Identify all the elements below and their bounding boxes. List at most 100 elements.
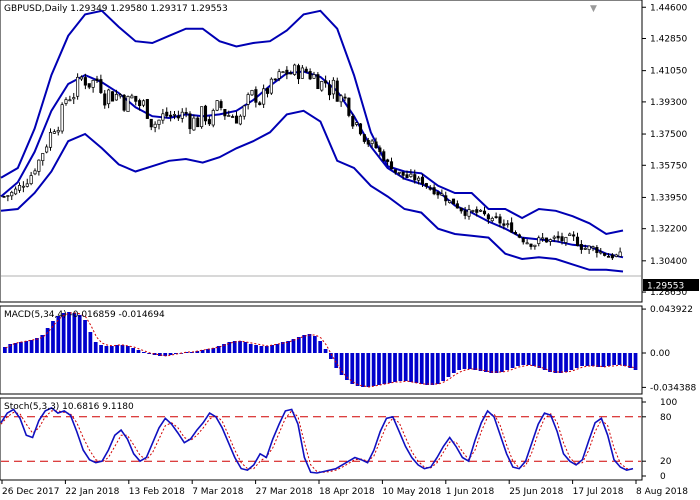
candle-body [552,236,556,239]
candle-body [579,244,583,250]
candle-body [560,236,564,242]
candle-body [45,146,49,153]
candle-body [405,174,409,178]
macd-title: MACD(5,34,4) -0.016859 -0.014694 [4,310,165,320]
macd-histogram-bar [500,353,504,372]
candle-body [83,77,87,86]
macd-histogram-bar [99,345,103,353]
candle-body [126,96,130,112]
candle-body [382,151,386,161]
candle-body [575,236,580,246]
candle-body [141,100,146,106]
macd-histogram-bar [537,353,542,368]
candle-body [289,72,293,75]
macd-y-axis: 0.043922 0.00 -0.034388 [642,305,696,393]
candle-body [591,246,595,249]
candle-body [161,113,165,121]
price-y-axis: 1.44600 1.42850 1.41050 1.39300 1.37500 1.357… [642,3,687,298]
candle-body [79,76,84,80]
x-tick-label: 27 Mar 2018 [256,487,313,497]
macd-histogram-bar [558,353,563,373]
candle-body [17,185,22,191]
candle-body [506,223,510,226]
candle-body [533,244,537,247]
candle-body [490,218,494,222]
candle-body [72,97,76,100]
candle-body [95,78,99,81]
macd-histogram-bar [510,353,515,368]
candle-body [231,116,235,118]
macd-histogram-bar [355,353,360,386]
candle-body [513,232,518,235]
macd-histogram-bar [275,344,280,353]
candle-body [41,153,45,161]
candle-body [200,106,204,128]
stoch-y-axis: 100 80 20 0 [642,398,677,482]
macd-histogram-bar [377,353,381,385]
price-plot [0,9,641,277]
candle-body [110,91,115,102]
macd-histogram-bar [553,353,558,373]
candle-body [428,187,432,190]
stoch-y-tick-label: 20 [660,457,672,467]
macd-histogram-bar [264,346,269,353]
macd-histogram-bar [131,348,136,353]
macd-histogram-bar [489,353,494,373]
macd-histogram-bar [403,353,408,381]
candle-body [417,177,421,181]
candle-body [192,117,196,131]
candle-body [409,173,413,177]
candle-body [548,239,552,242]
candle-body [99,79,103,93]
candle-body [285,69,289,75]
candle-body [157,119,161,125]
candle-body [347,97,351,116]
macd-histogram-bar [580,353,584,366]
macd-panel: MACD(5,34,4) -0.016859 -0.014694 0.04392… [0,305,696,395]
macd-histogram-bar [318,341,323,353]
candle-body [517,234,521,238]
price-y-tick-label: 1.32200 [650,225,687,235]
macd-signal-line [5,312,637,388]
candle-body [207,119,211,125]
macd-histogram-bar [505,353,510,370]
candle-body [203,105,208,122]
macd-histogram-bar [532,353,536,366]
macd-histogram-bar [67,312,71,353]
macd-histogram-bar [157,353,162,356]
macd-histogram-bar [93,342,98,353]
macd-histogram-bar [302,335,307,353]
candle-body [459,207,463,212]
candle-body [494,216,498,218]
macd-histogram-bar [77,315,82,353]
stoch-plot [0,406,641,474]
candle-body [355,122,359,125]
price-y-tick-label: 1.41050 [650,67,687,77]
candle-body [324,80,328,84]
candle-body [281,71,285,74]
macd-y-tick-label: 0.00 [650,349,670,359]
macd-histogram-bar [462,353,467,369]
macd-histogram-bar [451,353,456,373]
macd-histogram-bar [425,353,429,385]
macd-histogram-bar [548,353,552,372]
candle-body [583,248,587,250]
candle-body [188,113,192,130]
candle-body [308,71,312,80]
macd-histogram-bar [216,346,221,353]
candle-body [91,79,95,88]
price-title: GBPUSD,Daily 1.29349 1.29580 1.29317 1.2… [4,4,228,14]
macd-histogram-bar [633,353,638,370]
candle-body [265,88,270,94]
candle-body [238,115,242,125]
macd-histogram-bar [574,353,579,368]
candle-body [529,243,533,247]
macd-histogram-bar [174,353,178,354]
candle-body [37,159,41,172]
macd-histogram-bar [104,346,109,353]
candle-body [149,118,153,128]
macd-histogram-bar [419,353,424,384]
stoch-title: Stoch(5,3,3) 10.6816 9.1180 [4,402,134,412]
candle-body [606,255,611,258]
